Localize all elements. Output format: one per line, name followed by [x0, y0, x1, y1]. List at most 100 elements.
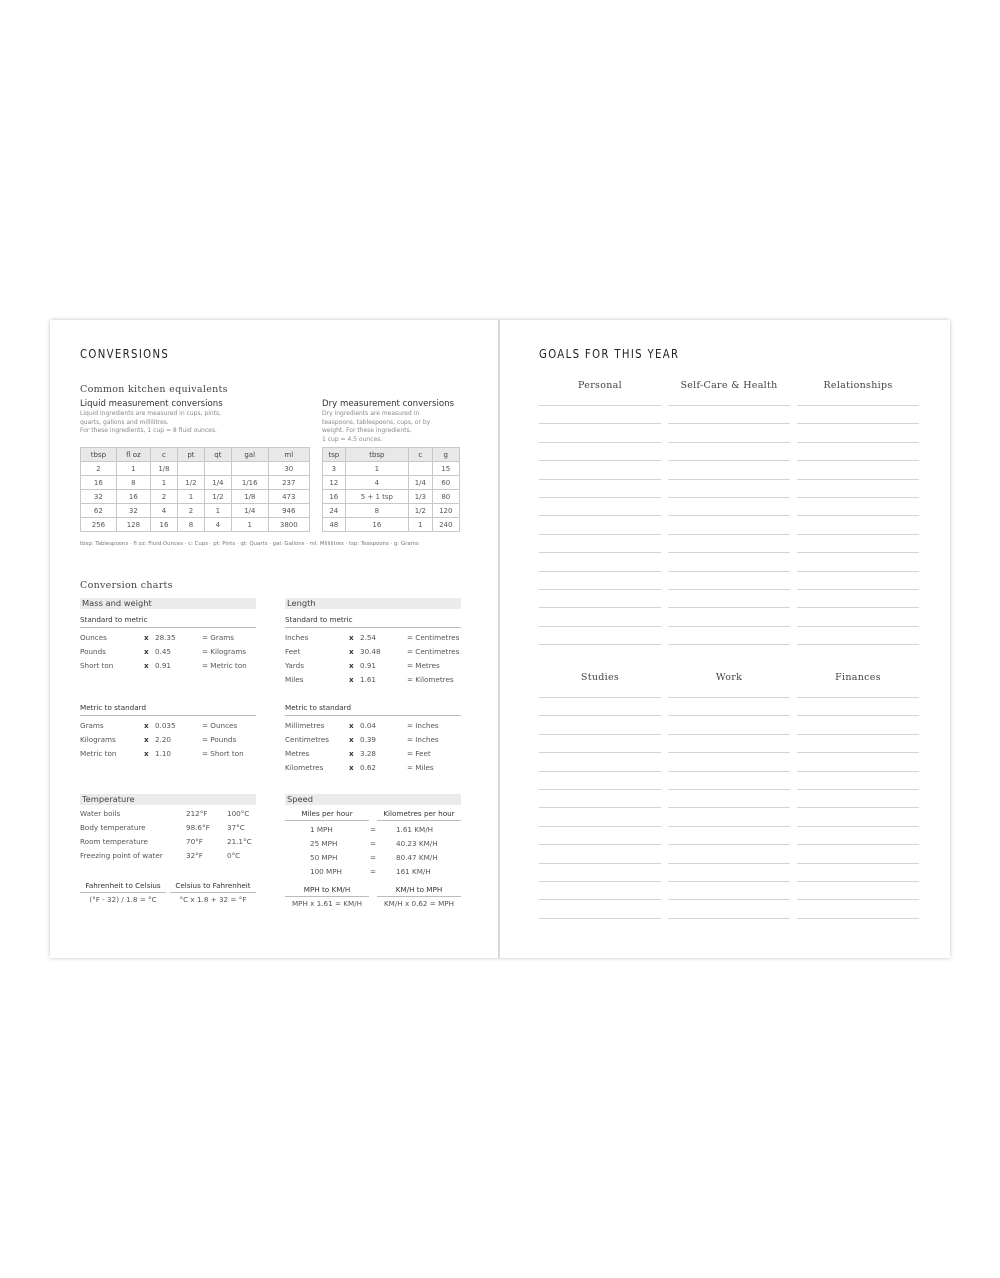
table-cell: 16: [80, 475, 117, 490]
dry-note: Dry ingredients are measured in teaspoon…: [322, 410, 430, 444]
table-row: 256 128 16 8 4 1 3800: [80, 517, 311, 532]
table-cell: 128: [115, 517, 152, 532]
column-header: ml: [267, 447, 311, 462]
writing-line: [539, 845, 661, 864]
speed-row: 1 MPH = 1.61 KM/H: [285, 825, 461, 839]
writing-line: [797, 735, 919, 754]
goal-column: Self-Care & Health: [668, 380, 790, 646]
unit-to: = Metric ton: [202, 661, 247, 670]
column-header: pt: [176, 447, 205, 462]
writing-line: [668, 424, 790, 443]
table-cell: 1/2: [176, 475, 205, 490]
writing-line: [668, 590, 790, 609]
speed-title: Speed: [285, 794, 461, 805]
table-row: 16 8 1 1/2 1/4 1/16 237: [80, 475, 311, 490]
speed-rows: 1 MPH = 1.61 KM/H 25 MPH = 40.23 KM/H 50 MPH = 8…: [285, 825, 461, 881]
writing-line: [539, 627, 661, 646]
table-cell: 3: [322, 461, 346, 476]
times-sign: x: [349, 647, 354, 656]
liquid-table: tbsp fl oz c pt qt gal ml 2 1 1/8 30 16 8 1 1/2 1/4 1/16…: [80, 447, 311, 532]
writing-line: [539, 461, 661, 480]
writing-line: [797, 400, 919, 406]
writing-line: [797, 772, 919, 790]
table-cell: 16: [150, 517, 178, 532]
table-cell: 1: [115, 461, 152, 476]
writing-line: [539, 772, 661, 790]
unit-to: = Short ton: [202, 749, 244, 758]
goal-column: Work: [668, 672, 790, 919]
table-cell: 5 + 1 tsp: [344, 489, 410, 504]
writing-line: [668, 516, 790, 535]
column-header: gal: [230, 447, 269, 462]
writing-line: [668, 864, 790, 882]
table-cell: 30: [267, 461, 311, 476]
goals-title: GOALS FOR THIS YEAR: [539, 346, 680, 361]
table-cell: 1: [150, 475, 178, 490]
factor: 0.91: [155, 661, 172, 670]
writing-line: [797, 443, 919, 462]
writing-line: [668, 808, 790, 827]
table-cell: 32: [115, 503, 152, 518]
table-cell: 4: [150, 503, 178, 518]
note-line: 1 cup = 4.5 ounces.: [322, 435, 383, 443]
table-header-row: tbsp fl oz c pt qt gal ml: [80, 447, 311, 462]
writing-line: [539, 735, 661, 754]
conversion-row: Short ton x 0.91 = Metric ton: [80, 661, 256, 675]
c2f-formula: °C x 1.8 + 32 = °F: [179, 895, 247, 904]
conversion-row: Inches x 2.54 = Centimetres: [285, 633, 461, 647]
factor: 2.54: [360, 633, 377, 642]
factor: 30.48: [360, 647, 381, 656]
unit-to: = Feet: [407, 749, 431, 758]
writing-line: [668, 608, 790, 627]
unit-to: = Ounces: [202, 721, 238, 730]
writing-line: [539, 790, 661, 809]
temperature-cell: Water boils: [80, 809, 121, 818]
equals-sign: =: [370, 825, 377, 834]
table-cell: 12: [322, 475, 346, 490]
conversion-rows: Grams x 0.035 = Ounces Kilograms x 2.20 = Pound…: [80, 721, 256, 763]
charts-heading: Conversion charts: [80, 580, 173, 591]
writing-line: [668, 900, 790, 919]
times-sign: x: [144, 633, 149, 642]
writing-line: [797, 808, 919, 827]
table-cell: 1: [203, 503, 232, 518]
table-cell: 16: [115, 489, 152, 504]
table-cell: 1/2: [203, 489, 232, 504]
factor: 0.91: [360, 661, 377, 670]
table-header-row: tsp tbsp c g: [322, 447, 461, 462]
writing-line: [539, 480, 661, 498]
spine-divider: [498, 320, 500, 958]
writing-line: [668, 480, 790, 498]
note-line: quarts, gallons and millilitres.: [80, 418, 169, 426]
subsection-heading: Metric to standard: [285, 703, 461, 716]
factor: 1.10: [155, 749, 172, 758]
unit-from: Metric ton: [80, 749, 117, 758]
table-cell: 1: [408, 517, 433, 532]
conversion-row: Millimetres x 0.04 = Inches: [285, 721, 461, 735]
temperature-row: Water boils 212°F 100°C: [80, 809, 256, 823]
times-sign: x: [349, 721, 354, 730]
column-header: qt: [203, 447, 232, 462]
writing-line: [539, 424, 661, 443]
writing-line: [539, 692, 661, 698]
table-cell: [408, 461, 433, 476]
times-sign: x: [349, 661, 354, 670]
unit-to: = Miles: [407, 763, 434, 772]
equals-sign: =: [370, 853, 377, 862]
goal-column: Studies: [539, 672, 661, 919]
writing-line: [668, 698, 790, 717]
column-header: c: [150, 447, 178, 462]
writing-line: [668, 400, 790, 406]
factor: 0.035: [155, 721, 176, 730]
times-sign: x: [349, 633, 354, 642]
table-cell: 62: [80, 503, 117, 518]
dry-title: Dry measurement conversions: [322, 399, 455, 409]
factor: 28.35: [155, 633, 176, 642]
table-cell: 8: [115, 475, 152, 490]
unit-from: Short ton: [80, 661, 114, 670]
conversion-rows: Millimetres x 0.04 = Inches Centimetres x 0.39…: [285, 721, 461, 777]
unit-from: Pounds: [80, 647, 106, 656]
f2c-formula: (°F - 32) / 1.8 = °C: [89, 895, 157, 904]
writing-line: [539, 900, 661, 919]
table-cell: 2: [80, 461, 117, 476]
